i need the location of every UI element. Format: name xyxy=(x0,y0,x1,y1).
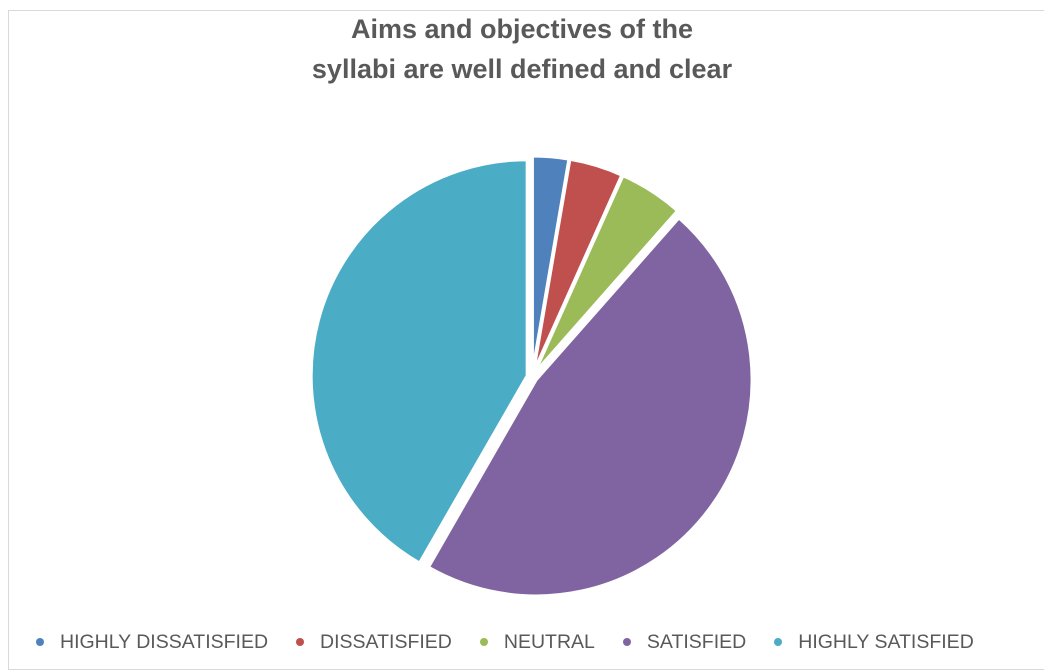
chart-title: Aims and objectives of the syllabi are w… xyxy=(0,9,1044,89)
legend-label: HIGHLY SATISFIED xyxy=(798,630,974,653)
pie-slice-neutral xyxy=(533,173,680,374)
pie-slice-highly-satisfied xyxy=(309,158,529,566)
legend-item-satisfied: SATISFIED xyxy=(622,630,747,654)
legend-item-highly-satisfied: HIGHLY SATISFIED xyxy=(774,631,974,654)
legend-marker-icon xyxy=(774,638,783,646)
legend-item-neutral: NEUTRAL xyxy=(479,630,595,654)
chart-legend: HIGHLY DISSATISFIED DISSATISFIED NEUTRAL SA… xyxy=(36,630,974,654)
pie-chart xyxy=(309,154,754,598)
pie-slice-satisfied xyxy=(426,215,754,598)
legend-label: DISSATISFIED xyxy=(320,630,452,653)
legend-label: HIGHLY DISSATISFIED xyxy=(60,630,269,653)
legend-marker-icon xyxy=(622,638,631,646)
chart-title-line-1: Aims and objectives of the xyxy=(350,14,694,44)
legend-marker-icon xyxy=(36,638,44,646)
legend-item-dissatisfied: DISSATISFIED xyxy=(296,631,452,654)
legend-label: NEUTRAL xyxy=(503,630,595,653)
legend-marker-icon xyxy=(479,638,488,646)
legend-item-highly-dissatisfied: HIGHLY DISSATISFIED xyxy=(36,631,268,654)
legend-label: SATISFIED xyxy=(646,630,747,653)
chart-title-line-2: syllabi are well defined and clear xyxy=(311,54,733,84)
legend-marker-icon xyxy=(296,638,305,646)
